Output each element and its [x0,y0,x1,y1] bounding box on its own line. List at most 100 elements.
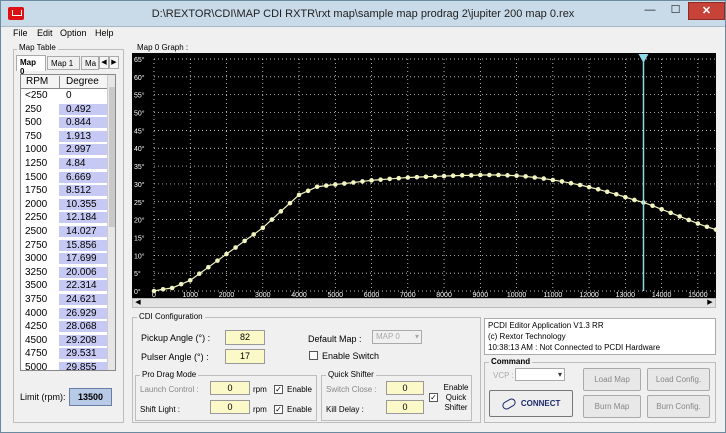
title-bar: D:\REXTOR\CDI\MAP CDI RXTR\rxt map\sampl… [1,1,725,27]
scroll-left-icon[interactable]: ◀ [135,299,141,306]
x-tick-label: 0 [152,292,156,298]
table-row[interactable]: 1250 4.84 [21,158,107,171]
table-row[interactable]: 5000 29.855 [21,362,107,370]
pickup-angle-field[interactable]: 82 [225,330,265,345]
enable-switch-checkbox[interactable] [309,351,318,360]
table-row[interactable]: 3000 17.699 [21,253,107,266]
tab-scroll-left-icon[interactable]: ◀ [99,56,109,69]
table-row[interactable]: 4000 26.929 [21,307,107,321]
curve-point [414,174,420,180]
table-row[interactable]: 4750 29.531 [21,348,107,361]
table-row[interactable]: 4250 28.068 [21,321,107,334]
degree-cell[interactable]: 6.669 [59,171,107,183]
table-scrollbar-thumb[interactable] [109,87,115,227]
table-scrollbar[interactable] [107,75,115,370]
shift-enable-checkbox[interactable]: ✓ [274,405,283,414]
table-row[interactable]: 1000 2.997 [21,144,107,157]
table-row[interactable]: 3500 22.314 [21,280,107,293]
table-row[interactable]: 2000 10.355 [21,198,107,212]
menu-file[interactable]: File [13,28,28,38]
degree-cell[interactable]: 20.006 [59,266,107,278]
degree-cell[interactable]: 12.184 [59,212,107,224]
tab-map-0[interactable]: Map 0 [16,55,46,76]
degree-cell[interactable]: 0.844 [59,117,107,129]
table-row[interactable]: 250 0.492 [21,103,107,117]
tab-map-2[interactable]: Ma [81,56,99,70]
table-row[interactable]: 2750 15.856 [21,239,107,253]
graph-scrollbar[interactable]: ◀ ▶ [132,298,716,308]
table-row[interactable]: 1750 8.512 [21,185,107,198]
degree-cell[interactable]: 8.512 [59,185,107,197]
connect-button[interactable]: CONNECT [489,390,573,417]
y-tick-label: 40° [134,145,145,153]
degree-cell[interactable]: 29.855 [59,362,107,370]
curve-point [532,175,538,180]
x-tick-label: 6000 [364,292,380,298]
table-row[interactable]: 3750 24.621 [21,294,107,307]
launch-enable-checkbox[interactable]: ✓ [274,385,283,394]
degree-cell[interactable]: 2.997 [59,144,107,156]
close-button[interactable]: ✕ [688,2,725,20]
table-row[interactable]: 1500 6.669 [21,171,107,185]
degree-cell[interactable]: 10.355 [59,198,107,210]
load-config-button[interactable]: Load Config. [647,368,710,391]
degree-cell[interactable]: 29.531 [59,348,107,360]
menu-option[interactable]: Option [60,28,87,38]
curve-point [505,173,510,178]
tab-map-1[interactable]: Map 1 [47,56,80,70]
degree-cell[interactable]: 1.913 [59,130,107,142]
degree-cell[interactable]: 17.699 [59,253,107,265]
curve-point [206,264,211,270]
burn-config-button[interactable]: Burn Config. [647,395,710,418]
degree-cell[interactable]: 24.621 [59,294,107,305]
x-tick-label: 2000 [219,292,235,298]
degree-cell[interactable]: 0 [66,90,72,101]
menu-edit[interactable]: Edit [37,28,53,38]
switch-close-field[interactable]: 0 [386,381,424,395]
table-row[interactable]: 750 1.913 [21,130,107,144]
minimize-button[interactable]: — [644,4,656,16]
degree-cell[interactable]: 15.856 [59,239,107,251]
curve-point [396,175,402,181]
burn-map-button[interactable]: Burn Map [583,395,641,418]
launch-control-field[interactable]: 0 [210,381,250,395]
curve-point [197,271,202,277]
limit-rpm-field[interactable]: 13500 [69,388,112,406]
scroll-right-icon[interactable]: ▶ [707,299,713,306]
menu-help[interactable]: Help [95,28,114,38]
pro-drag-panel [135,375,317,421]
pulser-angle-field[interactable]: 17 [225,349,265,364]
curve-point [478,172,483,178]
tab-scroll-right-icon[interactable]: ▶ [109,56,119,69]
rpm-cell: 2750 [25,239,48,251]
default-map-select[interactable]: MAP 0 ▾ [372,330,422,344]
enable-switch-label: Enable Switch [322,351,380,361]
table-row[interactable]: <250 0 [21,90,107,103]
rpm-cell: 2250 [25,212,48,224]
table-row[interactable]: 500 0.844 [21,117,107,130]
degree-cell[interactable]: 14.027 [59,226,107,237]
y-tick-label: 5° [134,270,141,278]
degree-cell[interactable]: 28.068 [59,321,107,333]
table-row[interactable]: 4500 29.208 [21,334,107,348]
map-graph-svg[interactable]: 0° 5° 10° 15° 20° 25° 30° 35° 40° 45° 50° 55° 60° 65°… [132,53,719,299]
map-table-grid[interactable]: RPM Degree <250 0 250 0.492 500 0.844 750 1.913… [20,74,116,371]
curve-point [169,285,175,291]
degree-cell[interactable]: 4.84 [59,158,107,169]
degree-cell[interactable]: 26.929 [59,307,107,319]
kill-delay-field[interactable]: 0 [386,400,424,414]
vcp-select[interactable]: ▾ [515,368,565,381]
degree-cell[interactable]: 22.314 [59,280,107,292]
quick-shifter-enable-checkbox[interactable]: ✓ [429,393,438,402]
table-row[interactable]: 2250 12.184 [21,212,107,225]
shift-light-field[interactable]: 0 [210,400,250,414]
curve-point [178,281,184,287]
maximize-button[interactable]: ☐ [670,4,681,16]
degree-cell[interactable]: 0.492 [59,103,107,115]
x-tick-label: 11000 [543,292,562,298]
degree-cell[interactable]: 29.208 [59,334,107,346]
table-row[interactable]: 3250 20.006 [21,266,107,280]
load-map-button[interactable]: Load Map [583,368,641,391]
map-graph[interactable]: 0° 5° 10° 15° 20° 25° 30° 35° 40° 45° 50° 55° 60° 65°… [132,53,719,299]
table-row[interactable]: 2500 14.027 [21,226,107,239]
